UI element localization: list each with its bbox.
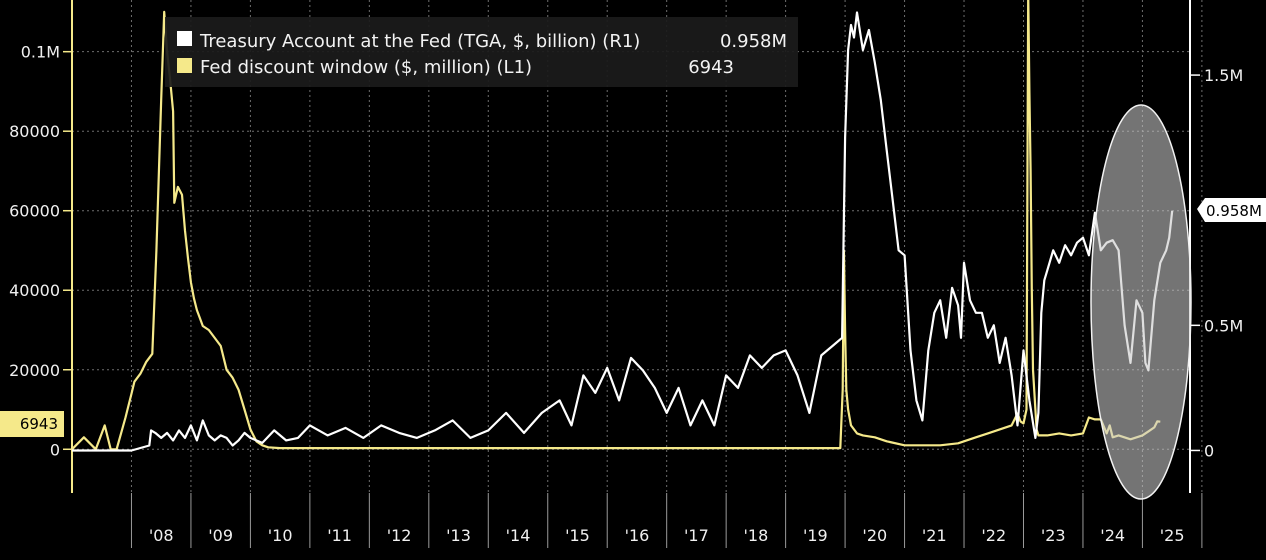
x-tick-label: '11 bbox=[327, 526, 352, 545]
x-tick-label: '15 bbox=[565, 526, 590, 545]
highlight-ellipse bbox=[1090, 104, 1192, 500]
left-tick-label: 40000 bbox=[9, 281, 60, 300]
legend-swatch-discount-window bbox=[177, 58, 192, 73]
x-tick-label: '13 bbox=[446, 526, 471, 545]
x-tick-label: '12 bbox=[387, 526, 412, 545]
legend-label-discount-window: Fed discount window ($, million) (L1) bbox=[200, 57, 532, 78]
left-last-value-tag-text: 6943 bbox=[20, 415, 58, 433]
right-axis: 0 0.5M 1.5M bbox=[1189, 0, 1243, 493]
x-tick-label: '22 bbox=[981, 526, 1006, 545]
left-tick-label: 60000 bbox=[9, 202, 60, 221]
series-layer bbox=[71, 0, 1174, 452]
x-tick-label: '16 bbox=[625, 526, 650, 545]
left-last-value-tag: 6943 bbox=[0, 411, 64, 437]
right-tick-label: 1.5M bbox=[1204, 66, 1243, 85]
x-tick-label: '08 bbox=[149, 526, 174, 545]
left-axis: 0 20000 40000 60000 80000 0.1M bbox=[9, 0, 73, 493]
legend-value-discount-window: 6943 bbox=[688, 57, 734, 78]
x-tick-label: '20 bbox=[862, 526, 887, 545]
legend-background bbox=[165, 17, 798, 87]
left-tick-label: 0.1M bbox=[21, 43, 60, 62]
x-tick-label: '18 bbox=[744, 526, 769, 545]
legend-swatch-tga bbox=[177, 31, 192, 46]
x-tick-label: '14 bbox=[506, 526, 531, 545]
right-last-value-tag-box bbox=[1197, 198, 1266, 222]
gridlines bbox=[72, 0, 1203, 493]
x-tick-label: '19 bbox=[803, 526, 828, 545]
x-tick-label: '21 bbox=[922, 526, 947, 545]
right-tick-label: 0 bbox=[1204, 441, 1214, 460]
legend: Treasury Account at the Fed (TGA, $, bil… bbox=[165, 17, 798, 87]
legend-label-tga: Treasury Account at the Fed (TGA, $, bil… bbox=[199, 31, 640, 52]
right-last-value-tag: 0.958M bbox=[1197, 198, 1266, 222]
right-tick-label: 0.5M bbox=[1204, 316, 1243, 335]
left-tick-label: 0 bbox=[50, 440, 60, 459]
x-tick-label: '09 bbox=[208, 526, 233, 545]
x-tick-label: '24 bbox=[1100, 526, 1125, 545]
right-last-value-tag-text: 0.958M bbox=[1206, 202, 1262, 220]
left-tick-label: 80000 bbox=[9, 122, 60, 141]
series-line-discount-window bbox=[71, 0, 1161, 451]
left-last-value-tag-box bbox=[0, 411, 64, 437]
legend-value-tga: 0.958M bbox=[720, 31, 787, 52]
left-tick-label: 20000 bbox=[9, 361, 60, 380]
x-axis: '08 '09 '10 '11 '12 '13 '14 '15 '16 '17 '18 '19 '20 '… bbox=[130, 493, 1203, 548]
x-tick-label: '17 bbox=[684, 526, 709, 545]
x-tick-label: '23 bbox=[1041, 526, 1066, 545]
x-tick-label: '25 bbox=[1160, 526, 1185, 545]
x-tick-label: '10 bbox=[268, 526, 293, 545]
series-line-tga bbox=[72, 11, 1174, 452]
